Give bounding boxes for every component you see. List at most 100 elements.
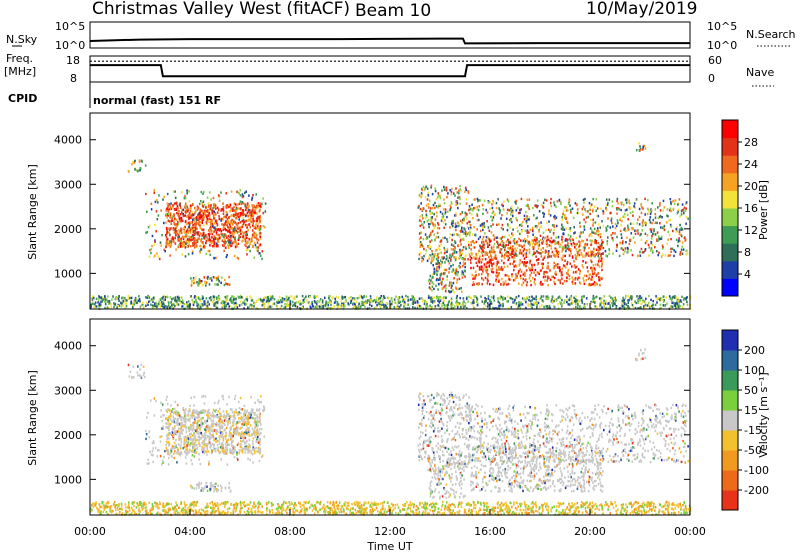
data-cell [197,231,200,234]
data-cell [492,283,495,287]
data-cell [454,273,457,276]
data-cell [124,302,127,305]
data-cell [292,297,295,300]
data-cell [218,280,220,283]
data-cell [201,202,204,205]
data-cell [258,243,261,247]
data-cell [182,213,185,216]
data-cell [180,216,183,220]
data-cell [531,239,533,242]
data-cell [583,225,585,228]
data-cell [598,256,601,260]
data-cell [681,245,683,248]
data-cell [464,228,466,231]
data-cell [233,228,236,231]
data-cell [198,220,200,223]
data-cell [107,295,109,298]
data-cell [546,265,549,268]
data-cell [450,265,452,268]
data-cell [267,299,269,302]
data-cell [487,226,490,229]
data-cell [634,229,636,232]
data-cell [214,235,216,239]
data-cell [565,238,567,241]
data-cell [328,301,330,304]
data-cell [563,247,566,250]
data-cell [210,229,213,232]
data-cell [579,269,581,273]
data-cell [230,236,232,239]
data-cell [376,296,378,299]
data-cell [662,199,665,203]
data-cell [165,213,167,216]
data-cell [227,221,230,224]
data-cell [188,223,191,226]
data-cell [247,228,249,232]
data-cell [605,300,607,303]
data-cell [529,228,532,231]
y-tick-label: 1000 [54,267,82,280]
data-cell [570,252,572,255]
data-cell [216,296,218,299]
data-cell [177,236,179,239]
data-cell [147,226,150,229]
data-cell [485,268,488,271]
data-cell [674,295,676,298]
data-cell [178,436,180,439]
data-cell [237,421,239,425]
data-cell [306,301,309,304]
data-cell [454,194,456,197]
data-cell [555,299,558,302]
data-cell [480,247,483,251]
data-cell [150,248,153,251]
data-cell [476,264,479,268]
data-cell [95,305,97,308]
data-cell [574,231,576,234]
data-cell [397,296,400,299]
data-cell [546,266,548,270]
data-cell [298,300,301,303]
data-cell [225,297,228,300]
data-cell [654,221,657,224]
data-cell [224,242,226,245]
data-cell [412,295,414,298]
data-cell [550,236,553,240]
data-cell [679,239,681,243]
data-cell [197,306,199,309]
data-cell [587,251,589,254]
data-cell [97,305,99,308]
data-cell [444,219,446,222]
data-cell [661,216,663,219]
data-cell [678,228,681,231]
data-cell [576,306,579,309]
data-cell [659,204,661,207]
data-cell [678,233,681,236]
data-cell [199,224,201,227]
data-cell [295,301,298,304]
data-cell [283,306,285,309]
data-cell [520,303,522,306]
data-cell [439,299,442,302]
data-cell [425,213,428,216]
data-cell [205,206,207,209]
data-cell [334,297,336,300]
data-cell [521,261,523,264]
data-cell [582,231,584,234]
data-cell [528,303,530,307]
data-cell [456,191,459,194]
data-cell [466,232,469,236]
data-cell [591,300,593,303]
data-cell [456,225,458,228]
data-cell [494,212,497,216]
data-cell [568,303,571,306]
data-cell [249,216,252,220]
data-cell [171,219,173,222]
data-cell [574,282,577,285]
data-cell [110,303,113,306]
data-cell [452,263,454,267]
data-cell [251,239,253,243]
data-cell [172,239,175,243]
data-cell [183,303,186,306]
colorbar-tick-label: 20 [744,180,758,193]
data-cell [542,237,544,241]
